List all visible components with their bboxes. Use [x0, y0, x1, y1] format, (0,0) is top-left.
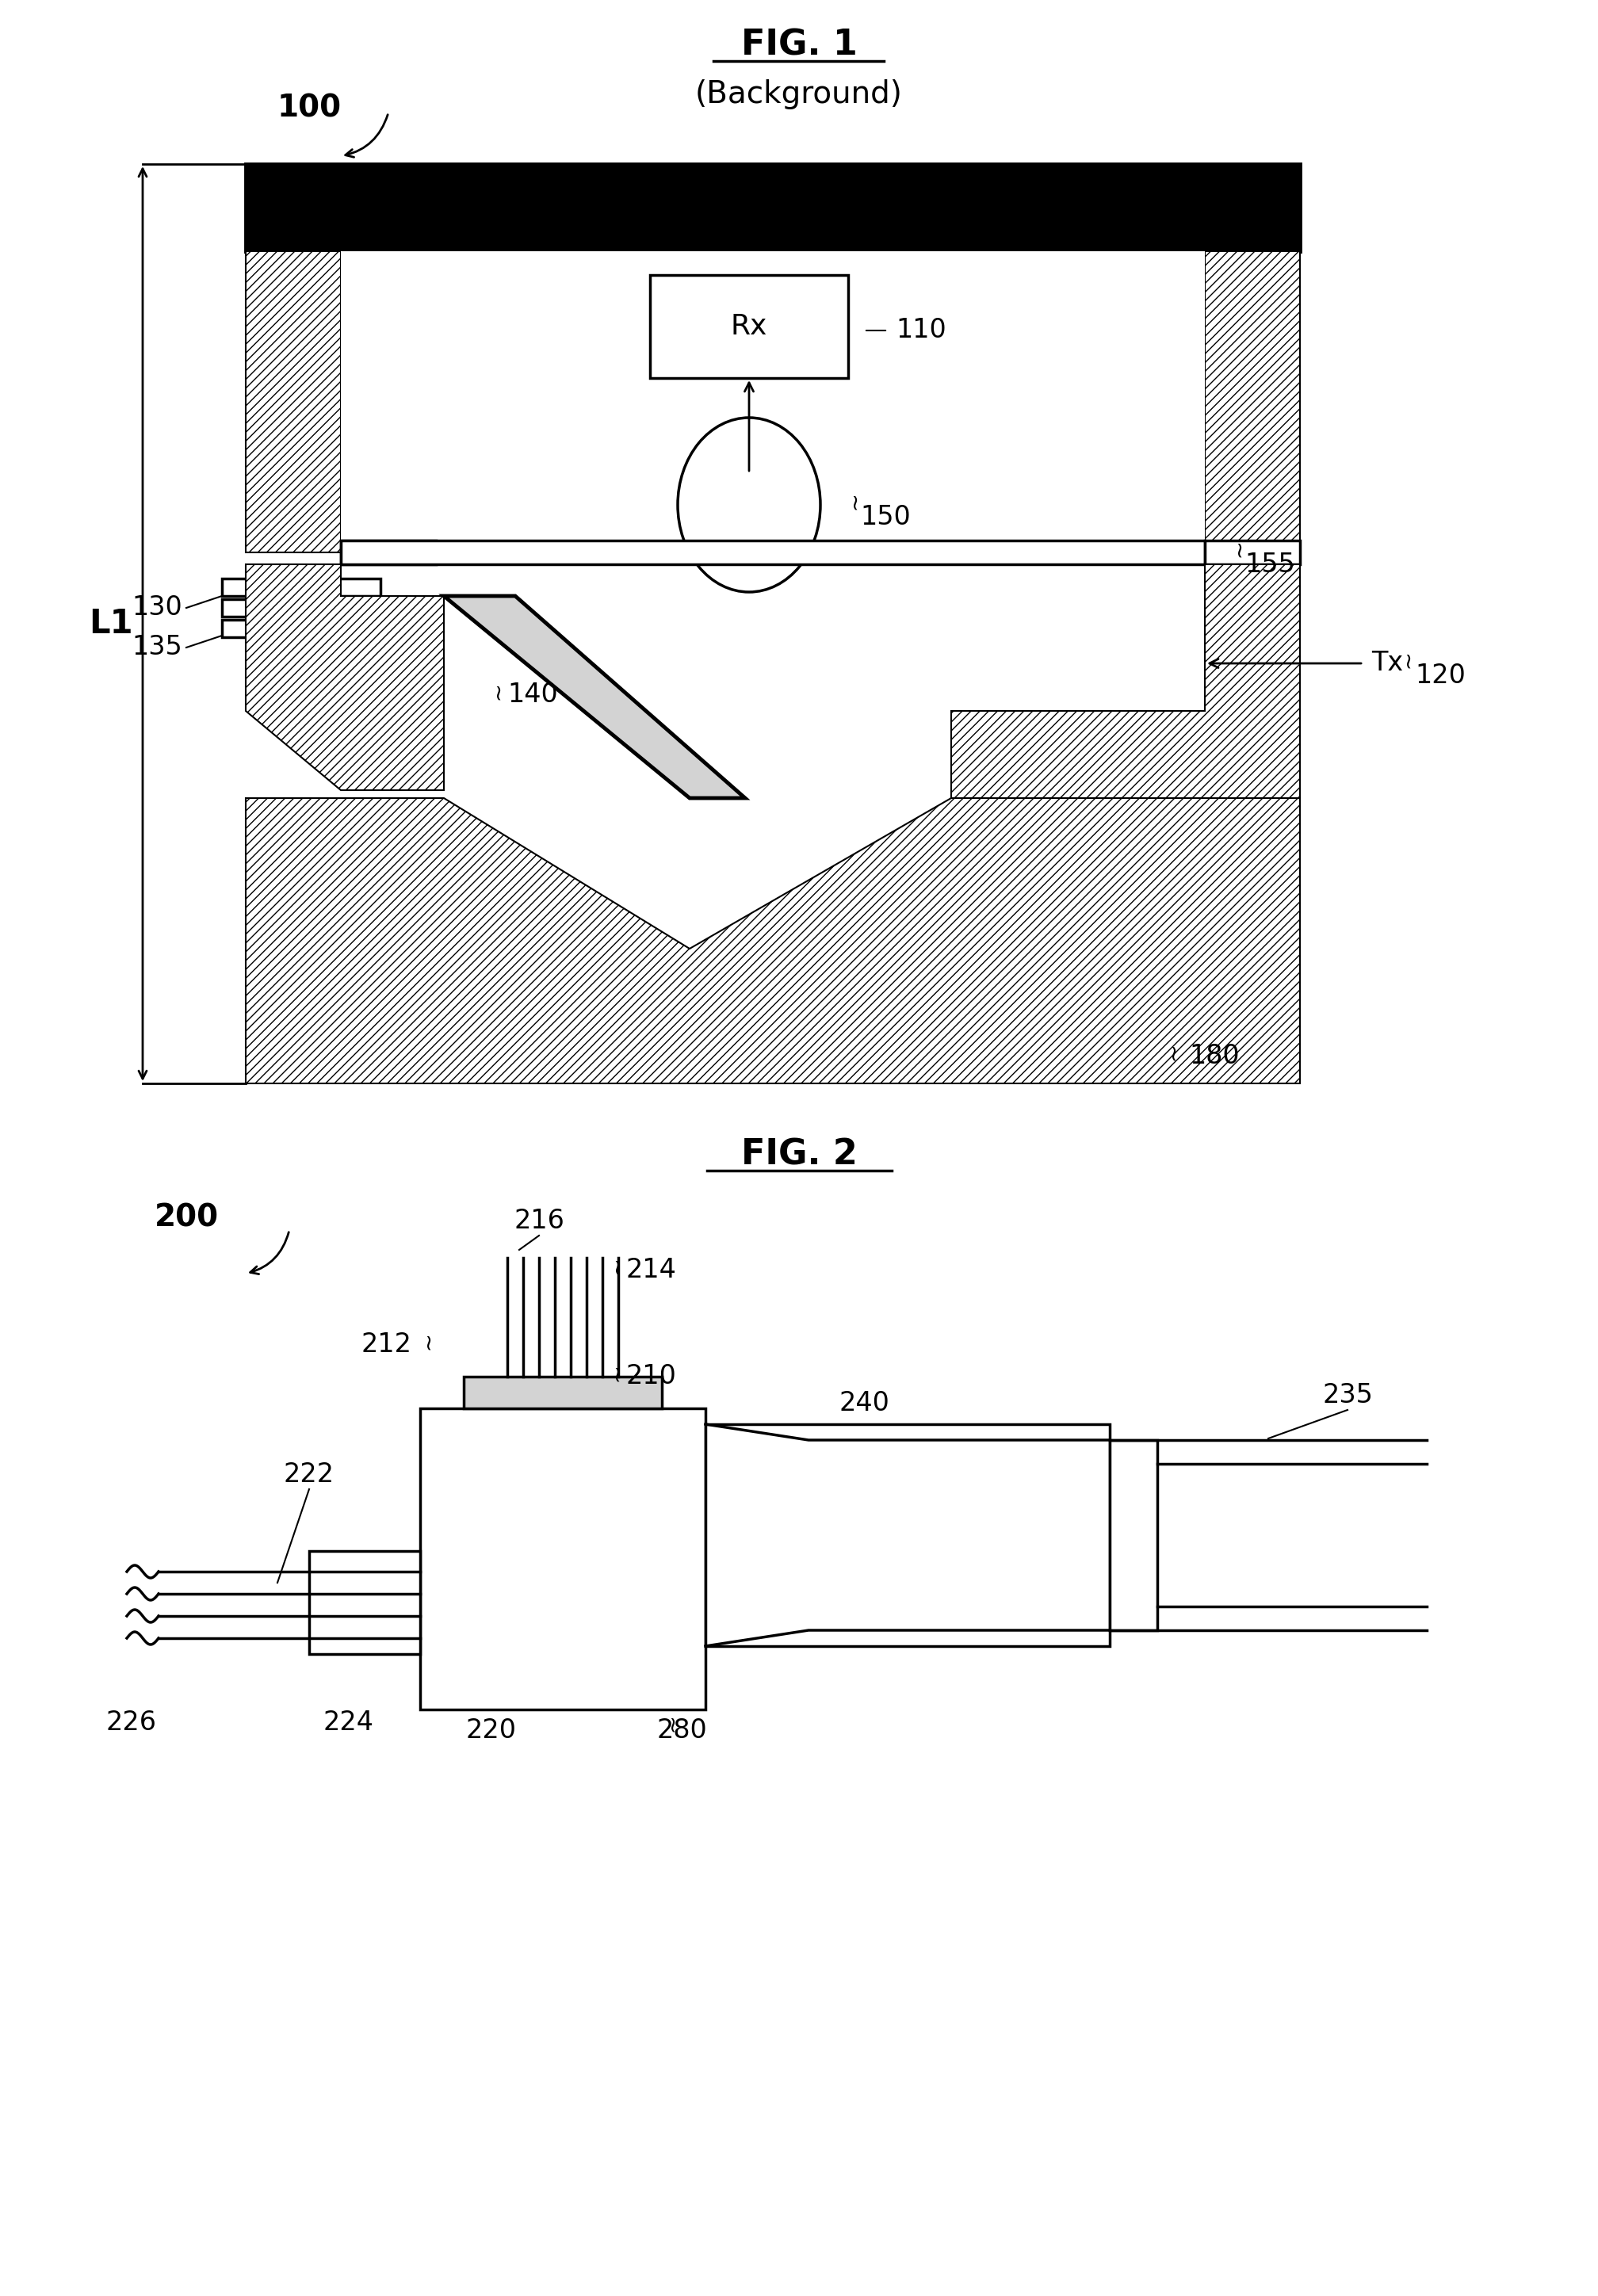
- Bar: [308, 1552, 420, 1653]
- Text: 135: 135: [131, 634, 182, 661]
- Bar: [222, 579, 380, 597]
- Text: ~: ~: [1224, 544, 1246, 563]
- Bar: [222, 620, 380, 638]
- Text: 100: 100: [278, 94, 342, 124]
- Text: 226: 226: [105, 1711, 157, 1736]
- Bar: [463, 1378, 662, 1407]
- Polygon shape: [444, 597, 745, 799]
- Text: 210: 210: [626, 1364, 678, 1389]
- Text: FIG. 2: FIG. 2: [741, 1139, 857, 1171]
- Text: 200: 200: [155, 1203, 219, 1233]
- Text: Tx: Tx: [1371, 650, 1403, 677]
- Bar: [340, 540, 1205, 565]
- Text: 224: 224: [323, 1711, 374, 1736]
- Text: 140: 140: [507, 682, 558, 707]
- Text: 110: 110: [896, 317, 946, 344]
- Text: ~: ~: [484, 687, 505, 705]
- Text: 130: 130: [131, 595, 182, 620]
- Bar: [340, 250, 1205, 553]
- Text: 240: 240: [839, 1389, 890, 1417]
- Ellipse shape: [678, 418, 820, 592]
- Polygon shape: [246, 565, 444, 790]
- Text: ~: ~: [1393, 654, 1416, 673]
- Text: (Background): (Background): [695, 80, 903, 110]
- Text: 222: 222: [284, 1463, 334, 1488]
- Text: 120: 120: [1414, 661, 1465, 689]
- Text: 150: 150: [860, 503, 911, 530]
- Polygon shape: [246, 799, 1299, 1084]
- Text: 214: 214: [626, 1256, 678, 1283]
- Text: 220: 220: [467, 1717, 516, 1743]
- Text: L1: L1: [89, 606, 133, 641]
- Text: Rx: Rx: [730, 312, 767, 340]
- Bar: [650, 276, 849, 379]
- Text: 155: 155: [1245, 551, 1294, 576]
- Text: ~: ~: [602, 1261, 625, 1279]
- Text: ~: ~: [1159, 1047, 1181, 1065]
- Bar: [246, 163, 1299, 250]
- Bar: [1109, 1440, 1157, 1630]
- Text: ~: ~: [602, 1368, 625, 1387]
- Bar: [705, 1424, 1109, 1646]
- Polygon shape: [246, 250, 340, 553]
- Bar: [222, 599, 380, 618]
- Text: 235: 235: [1322, 1382, 1373, 1407]
- Polygon shape: [951, 565, 1299, 799]
- Text: 280: 280: [657, 1717, 706, 1743]
- Bar: [1205, 540, 1299, 565]
- Polygon shape: [1205, 250, 1299, 553]
- Bar: [420, 1407, 705, 1711]
- Text: ~: ~: [658, 1717, 681, 1736]
- Text: ~: ~: [414, 1336, 436, 1355]
- Text: 212: 212: [361, 1332, 412, 1357]
- Text: 180: 180: [1189, 1042, 1240, 1068]
- Text: FIG. 1: FIG. 1: [741, 28, 857, 62]
- Bar: [340, 540, 436, 565]
- Text: ~: ~: [841, 496, 863, 514]
- Text: 216: 216: [513, 1208, 564, 1233]
